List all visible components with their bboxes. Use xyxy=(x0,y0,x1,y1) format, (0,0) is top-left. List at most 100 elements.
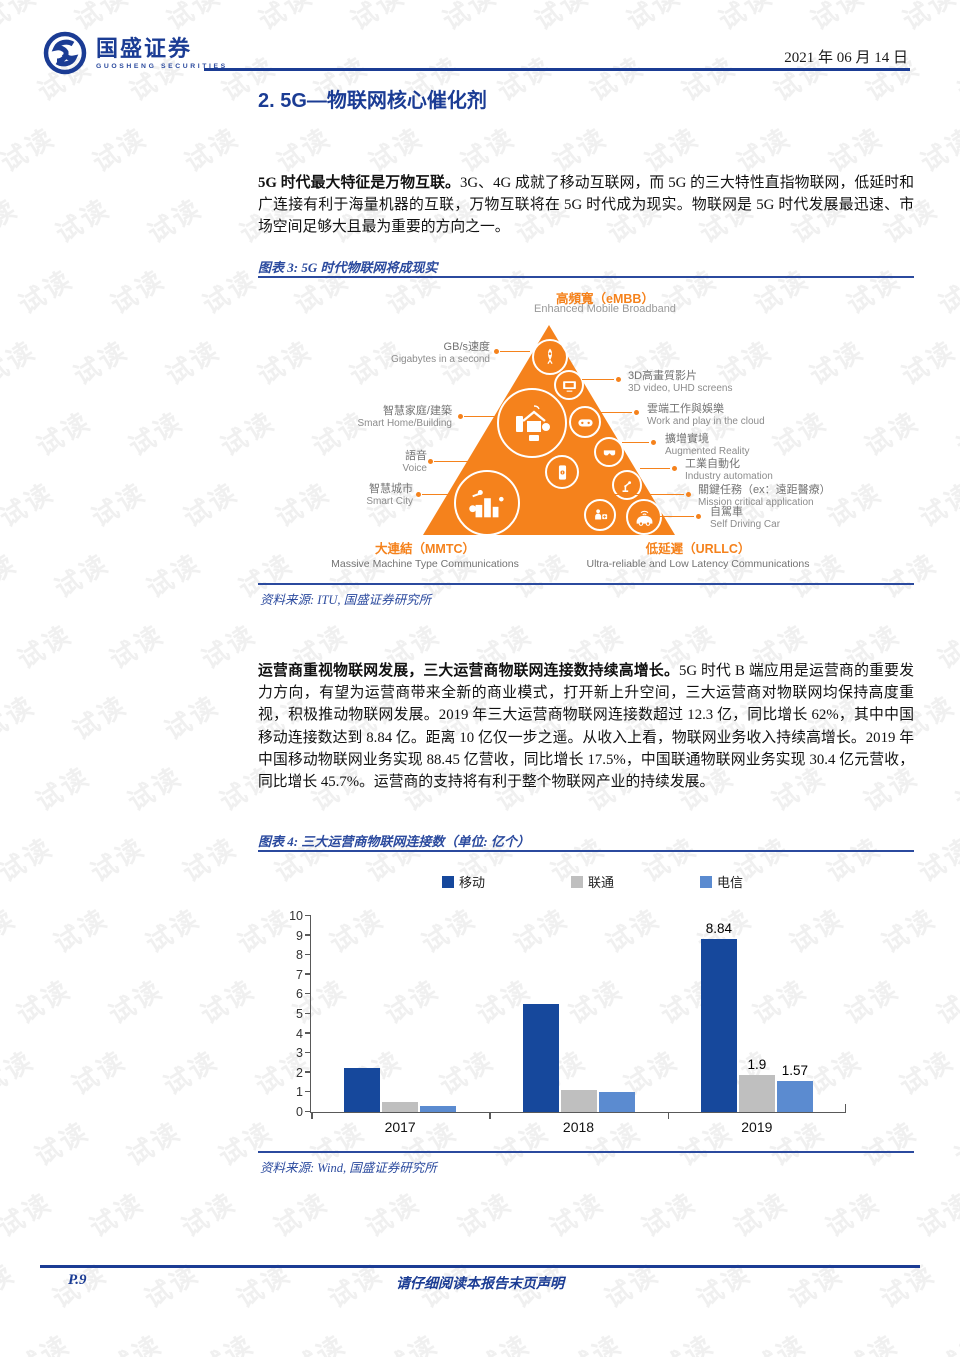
connector-line xyxy=(599,412,632,413)
mmtc-label-cn: 大連結（MMTC） xyxy=(375,542,475,556)
x-axis-boundary-tick xyxy=(311,1113,313,1119)
figure4-caption-rule xyxy=(258,850,914,852)
y-axis-tick-mark xyxy=(305,1090,311,1093)
paragraph-1: 5G 时代最大特征是万物互联。3G、4G 成就了移动互联网，而 5G 的三大特性… xyxy=(258,172,914,239)
urllc-label-cn: 低延遲（URLLC） xyxy=(645,542,751,556)
bar-value-label: 1.57 xyxy=(781,1063,808,1079)
label-en: Self Driving Car xyxy=(710,519,781,530)
brand-logo: 国盛证券 GUOSHENG SECURITIES xyxy=(42,30,228,76)
bar-移动-2019: 8.84 xyxy=(700,921,737,1112)
report-date: 2021 年 06 月 14 日 xyxy=(784,50,908,66)
y-axis-tick-mark xyxy=(305,1071,311,1073)
label-en: Industry automation xyxy=(685,471,773,482)
pyramid-label-smart-home: 智慧家庭/建築 Smart Home/Building xyxy=(358,402,452,429)
y-axis-tick-mark xyxy=(305,1051,311,1054)
connector-dot xyxy=(616,377,621,382)
pyramid-label-ar: 擴增實境 Augmented Reality xyxy=(665,430,750,457)
chart-plot-area: 0 1 2 3 4 5 6 7 8 9 10 2017 2018 8.84 1.9 1.57 2019 xyxy=(289,909,846,1135)
paragraph-2-body: 5G 时代 B 端应用是运营商的重要发力方向，有望为运营商带来全新的商业模式，打… xyxy=(258,662,914,791)
x-axis-label-2017: 2017 xyxy=(384,1119,416,1135)
legend-item: 联通 xyxy=(570,872,614,891)
y-axis-tick-mark xyxy=(305,1032,311,1034)
x-axis-boundary-tick xyxy=(667,1113,670,1119)
paragraph-1-body: 3G、4G 成就了移动互联网，而 5G 的三大特性直指物联网，低延时和广连接有利… xyxy=(258,174,914,236)
label-cn: GB/s速度 xyxy=(443,341,490,353)
connector-dot xyxy=(686,492,691,497)
paragraph-1-lead: 5G 时代最大特征是万物互联。 xyxy=(258,174,460,191)
figure3-source-rule xyxy=(258,583,914,585)
header-rule xyxy=(204,68,910,71)
pyramid-label-cloud: 雲端工作與娛樂 Work and play in the cloud xyxy=(647,400,765,427)
pyramid-label-urllc: 低延遲（URLLC） Ultra-reliable and Low Latenc… xyxy=(548,538,848,570)
label-en: Voice xyxy=(402,463,427,474)
smart-city-icon xyxy=(454,470,520,536)
label-en: Gigabytes in a second xyxy=(391,354,490,365)
y-axis-tick-mark xyxy=(305,1110,311,1112)
legend-swatch xyxy=(441,875,454,888)
connector-line xyxy=(622,442,649,443)
connector-line xyxy=(464,416,496,417)
legend-item: 电信 xyxy=(700,872,743,891)
bar-联通-2018 xyxy=(560,1090,597,1112)
y-axis-tick-label: 0 xyxy=(296,1105,303,1119)
label-cn: 擴增實境 xyxy=(665,433,709,445)
label-en: Mission critical application xyxy=(698,497,814,508)
figure3-pyramid-diagram: 高頻寬（eMBB） Enhanced Mobile Broadband xyxy=(300,286,910,588)
connector-line xyxy=(434,461,543,462)
robot-arm-icon xyxy=(612,470,642,500)
pyramid-label-self-driving: 自駕車 Self Driving Car xyxy=(710,503,780,530)
y-axis-tick-label: 5 xyxy=(296,1007,303,1021)
figure3-caption: 图表 3: 5G 时代物联网将成现实 xyxy=(258,260,438,275)
label-en: Smart City xyxy=(366,496,413,507)
connector-dot xyxy=(672,466,677,471)
pyramid-top-label-en: Enhanced Mobile Broadband xyxy=(534,303,676,315)
guosheng-logo-icon xyxy=(43,31,87,75)
bar-value-label: 1.9 xyxy=(747,1056,767,1072)
label-en: Work and play in the cloud xyxy=(647,416,765,427)
figure4-source-rule xyxy=(258,1151,914,1153)
footer-rule xyxy=(40,1265,920,1268)
y-axis-tick-label: 6 xyxy=(296,987,303,1002)
paragraph-2-lead: 运营商重视物联网发展，三大运营商物联网连接数持续高增长。 xyxy=(258,662,679,679)
bar-电信-2017 xyxy=(420,1106,457,1112)
figure3-caption-rule xyxy=(258,276,914,278)
gamepad-icon xyxy=(569,406,601,438)
bar-group-2018 xyxy=(522,1004,635,1112)
connector-dot xyxy=(634,410,639,415)
urllc-label-en: Ultra-reliable and Low Latency Communica… xyxy=(586,558,810,570)
bar-group-2017 xyxy=(344,1067,457,1112)
connector-line xyxy=(582,379,614,380)
x-axis-end-tick xyxy=(844,1104,846,1112)
bar-移动-2018 xyxy=(522,1004,559,1112)
ar-glasses-icon xyxy=(594,437,624,467)
bar-联通-2017 xyxy=(382,1102,419,1112)
connector-dot xyxy=(494,349,499,354)
label-en: 3D video, UHD screens xyxy=(628,383,733,394)
legend-swatch xyxy=(700,875,712,888)
y-axis-tick-mark xyxy=(305,934,311,936)
figure3-source: 资料来源: ITU, 国盛证券研究所 xyxy=(260,593,432,607)
y-axis-tick-label: 3 xyxy=(296,1046,303,1061)
connector-line xyxy=(614,494,684,495)
brand-name-en: GUOSHENG SECURITIES xyxy=(96,62,228,70)
y-axis-tick-mark xyxy=(305,914,311,916)
y-axis-tick-label: 8 xyxy=(296,948,303,963)
y-axis-tick-mark xyxy=(305,953,311,956)
mmtc-label-en: Massive Machine Type Communications xyxy=(331,558,519,570)
connector-dot xyxy=(416,492,421,497)
voice-phone-icon xyxy=(545,455,579,489)
y-axis-tick-label: 2 xyxy=(296,1065,303,1080)
pyramid-label-smart-city: 智慧城市 Smart City xyxy=(366,480,413,507)
bar-group-2019: 8.84 1.9 1.57 xyxy=(700,921,813,1112)
tv-icon xyxy=(554,370,584,400)
figure4-caption: 图表 4: 三大运营商物联网连接数（单位: 亿个） xyxy=(258,834,530,849)
bar-电信-2018 xyxy=(598,1092,635,1112)
footer-disclaimer: 请仔细阅读本报告末页声明 xyxy=(396,1277,564,1292)
y-axis-tick-label: 1 xyxy=(296,1085,303,1100)
pyramid-top-label-cn: 高頻寬（eMBB） xyxy=(556,292,654,306)
y-axis-tick-mark xyxy=(305,1012,311,1014)
pyramid-label-mission: 關鍵任務（ex：遠距醫療） Mission critical applicati… xyxy=(698,481,831,508)
smart-home-icon xyxy=(497,388,567,458)
brand-name-cn: 国盛证券 xyxy=(96,35,193,61)
